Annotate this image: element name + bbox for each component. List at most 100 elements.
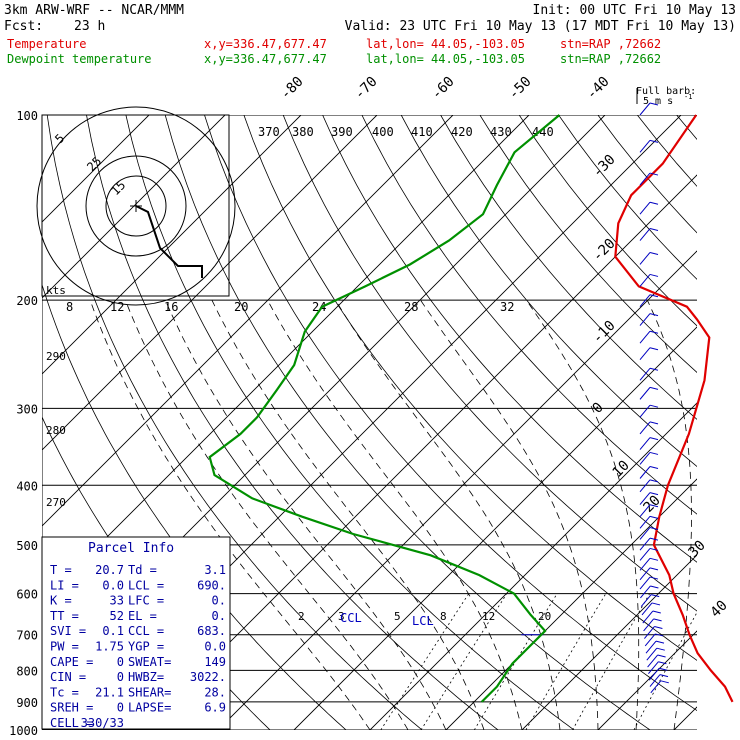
parcel-info-label: YGP = [128, 640, 164, 654]
pressure-tick-label: 100 [16, 109, 38, 123]
parcel-info-label: PW = [50, 640, 79, 654]
parcel-info-value: 149 [204, 655, 226, 669]
mixing-ratio-label: 12 [482, 610, 495, 623]
wind-barb-flag [654, 626, 663, 630]
parcel-info-value: 1.75 [95, 640, 124, 654]
hodograph-trace [135, 205, 203, 278]
upper-theta-label: 380 [292, 125, 314, 139]
hodograph-speed-label: 28 [404, 300, 418, 314]
wind-barb-shaft [639, 172, 651, 186]
wind-barb [645, 640, 665, 654]
wind-barb-shaft [639, 387, 651, 400]
mixing-ratio-label: 2 [298, 610, 305, 623]
legend-dewpoint-station: stn=RAP ,72662 [560, 52, 661, 66]
legend-temperature: Temperature x,y=336.47,677.47 lat,lon= 4… [7, 37, 661, 51]
parcel-info-label: LI = [50, 578, 79, 592]
isotherm [42, 115, 302, 375]
parcel-info-value: 690. [197, 578, 226, 592]
wind-barb-flag [649, 515, 659, 519]
upper-theta-label: 390 [331, 125, 353, 139]
wind-barb [640, 585, 659, 599]
mixing-ratio-line [525, 593, 607, 730]
theta-label: 270 [46, 496, 66, 509]
wind-barb-flag [649, 294, 659, 298]
wind-barb-flag [649, 273, 659, 277]
hodograph-speed-label: 32 [500, 300, 514, 314]
parcel-info-label: TT = [50, 609, 79, 623]
wind-barb-shaft [639, 313, 651, 326]
wind-barb-shaft [649, 674, 661, 687]
lcl-label: LCL [412, 614, 434, 628]
wind-barb [639, 526, 659, 540]
hodograph-ring [105, 175, 167, 237]
wind-barb-flag [649, 567, 659, 571]
wind-barb [639, 367, 659, 381]
parcel-info-value: 6.9 [204, 701, 226, 715]
isotherm-label: -50 [506, 74, 535, 103]
parcel-info-label: CCL = [128, 624, 164, 638]
mixing-ratio-line [473, 593, 558, 730]
upper-theta-label: 400 [372, 125, 394, 139]
wind-barb-shaft [644, 626, 655, 639]
isotherm-label: 10 [610, 458, 633, 481]
wind-barb-flag [649, 451, 659, 455]
wind-barb-flag [651, 594, 660, 598]
isotherms [42, 115, 697, 730]
wind-barb-shaft [650, 680, 662, 694]
parcel-info-label: SHEAR= [128, 685, 171, 699]
wind-barb-shaft [639, 537, 651, 551]
barb-key: Full barb: 5 m s -1 [636, 86, 696, 107]
wind-barb-shaft [639, 228, 651, 241]
dry-adiabat [479, 115, 697, 373]
upper-theta-label: 410 [411, 125, 433, 139]
upper-theta-label: 420 [451, 125, 473, 139]
wind-barb-flag [649, 466, 659, 469]
parcel-info-value: 52 [110, 609, 124, 623]
wind-barb [642, 610, 661, 624]
wind-barb-flag [652, 610, 661, 614]
dry-adiabat [46, 115, 423, 730]
isotherm [217, 250, 697, 730]
dry-adiabat [282, 115, 697, 612]
wind-barb [639, 294, 659, 308]
wind-barb [639, 102, 659, 116]
parcel-info-value: 33 [110, 594, 124, 608]
wind-barb-flag [649, 347, 659, 351]
parcel-info-label: LAPSE= [128, 701, 171, 715]
wind-barb-shaft [647, 654, 658, 668]
isotherm [42, 115, 150, 223]
parcel-info-label: Tc = [50, 685, 79, 699]
isotherm-label: 30 [686, 538, 709, 561]
parcel-info-value: 20.7 [95, 563, 124, 577]
wind-barb-shaft [639, 404, 651, 418]
dry-adiabat [125, 115, 575, 730]
parcel-info-title: Parcel Info [88, 541, 174, 556]
parcel-info-value: 0. [212, 594, 226, 608]
isotherm-label: -80 [278, 74, 307, 103]
mixing-ratio-line [633, 611, 697, 730]
parcel-info-value: 3.1 [204, 563, 226, 577]
hodograph-speed-label: 24 [312, 300, 326, 314]
wind-barb-flag [658, 661, 667, 665]
parcel-info-panel: Parcel Info T = 20.7 Td = 3.1LI = 0.0 LCL = 69… [41, 536, 231, 730]
wind-barb-shaft [644, 633, 656, 647]
wind-barb [647, 654, 666, 668]
wind-barb-shaft [641, 602, 653, 616]
theta-label: 290 [46, 350, 66, 363]
wind-barb-shaft [643, 618, 654, 632]
isotherm [42, 115, 378, 451]
wind-barb [639, 451, 659, 465]
legend-dewpoint-name: Dewpoint temperature [7, 52, 152, 66]
wind-barb-flag [653, 618, 662, 622]
parcel-info-label: Td = [128, 563, 157, 577]
upper-theta-label: 370 [258, 125, 280, 139]
isotherm [445, 478, 697, 730]
plot-area [42, 115, 697, 730]
parcel-info-value: 0.0 [204, 640, 226, 654]
parcel-info-value: 28. [204, 685, 226, 699]
ccl-label: CCL [340, 611, 362, 625]
theta-label: 280 [46, 424, 66, 437]
wind-barb-shaft [639, 452, 651, 465]
wind-barb [639, 466, 659, 479]
